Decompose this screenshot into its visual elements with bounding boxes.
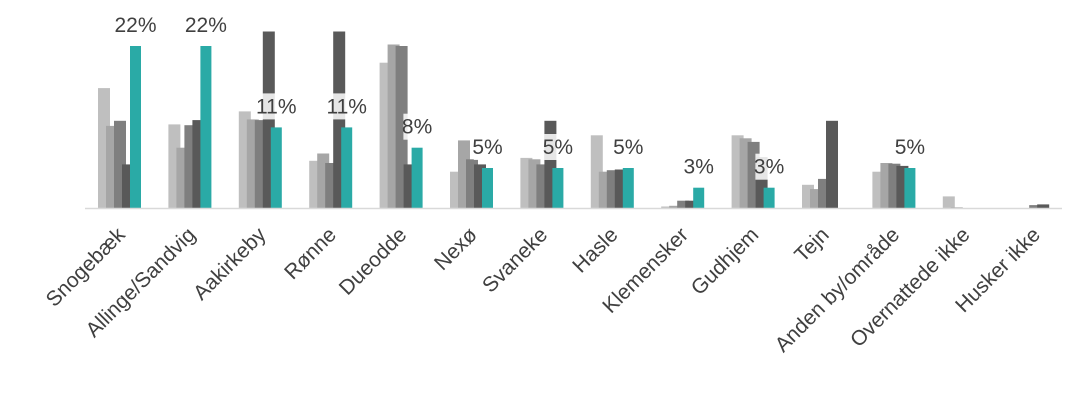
bar-5-3	[341, 127, 353, 208]
category-label: Gudhjem	[687, 223, 764, 300]
bar-2-2	[246, 119, 259, 208]
data-label-background	[896, 134, 924, 160]
bar-4-10	[826, 120, 838, 208]
data-label-background	[403, 113, 431, 140]
bar-5-2	[270, 127, 282, 208]
bars-layer	[98, 31, 1050, 209]
data-label: 22%	[185, 14, 227, 37]
bar-5-5	[482, 168, 493, 208]
category-label: Aakirkeby	[189, 223, 271, 305]
data-label: 3%	[684, 156, 714, 179]
category-label: Svaneke	[478, 223, 552, 297]
bar-5-9	[763, 187, 775, 208]
data-label-background	[755, 153, 783, 180]
bar-5-4	[411, 147, 423, 208]
category-label: Nexø	[430, 223, 482, 275]
data-label-background	[116, 12, 156, 38]
data-label: 22%	[114, 14, 156, 37]
data-label-background	[473, 134, 502, 160]
data-label-background	[327, 93, 367, 120]
category-label: Dueodde	[335, 223, 412, 300]
bar-5-0	[130, 46, 141, 208]
bar-4-8	[685, 200, 698, 208]
data-label-background	[614, 134, 642, 160]
bar-5-6	[552, 168, 564, 208]
category-label: Rønne	[280, 223, 341, 284]
bar-3-13	[1029, 205, 1042, 208]
bar-3-2	[254, 120, 267, 208]
bar-3-8	[677, 200, 690, 208]
data-label: 3%	[754, 156, 784, 179]
bar-5-7	[622, 168, 634, 208]
bar-1-8	[661, 206, 674, 208]
data-label: 8%	[402, 116, 432, 139]
bar-2-8	[669, 205, 682, 208]
data-label-background	[685, 153, 713, 180]
data-label: 5%	[472, 136, 502, 159]
data-label: 5%	[543, 136, 573, 159]
category-label: Overnattede ikke	[846, 223, 975, 352]
data-label-background	[186, 12, 226, 38]
bar-1-12	[942, 196, 955, 208]
category-label: Hasle	[568, 223, 622, 277]
bar-2-12	[950, 207, 963, 208]
data-label-background	[544, 134, 572, 160]
data-labels-layer: 22% 22% 11% 11% 8% 5% 5% 5% 3% 3% 5%	[114, 12, 925, 180]
category-label: Tejn	[790, 223, 834, 267]
category-label: Anden by/område	[771, 223, 904, 356]
data-label-background	[256, 93, 296, 120]
data-label: 5%	[895, 136, 925, 159]
data-label: 11%	[326, 95, 366, 118]
bar-4-13	[1037, 204, 1050, 208]
bar-5-1	[200, 46, 212, 208]
bar-5-11	[904, 168, 916, 208]
data-label: 5%	[613, 136, 643, 159]
bar-5-8	[693, 187, 705, 208]
data-label: 11%	[256, 95, 296, 118]
